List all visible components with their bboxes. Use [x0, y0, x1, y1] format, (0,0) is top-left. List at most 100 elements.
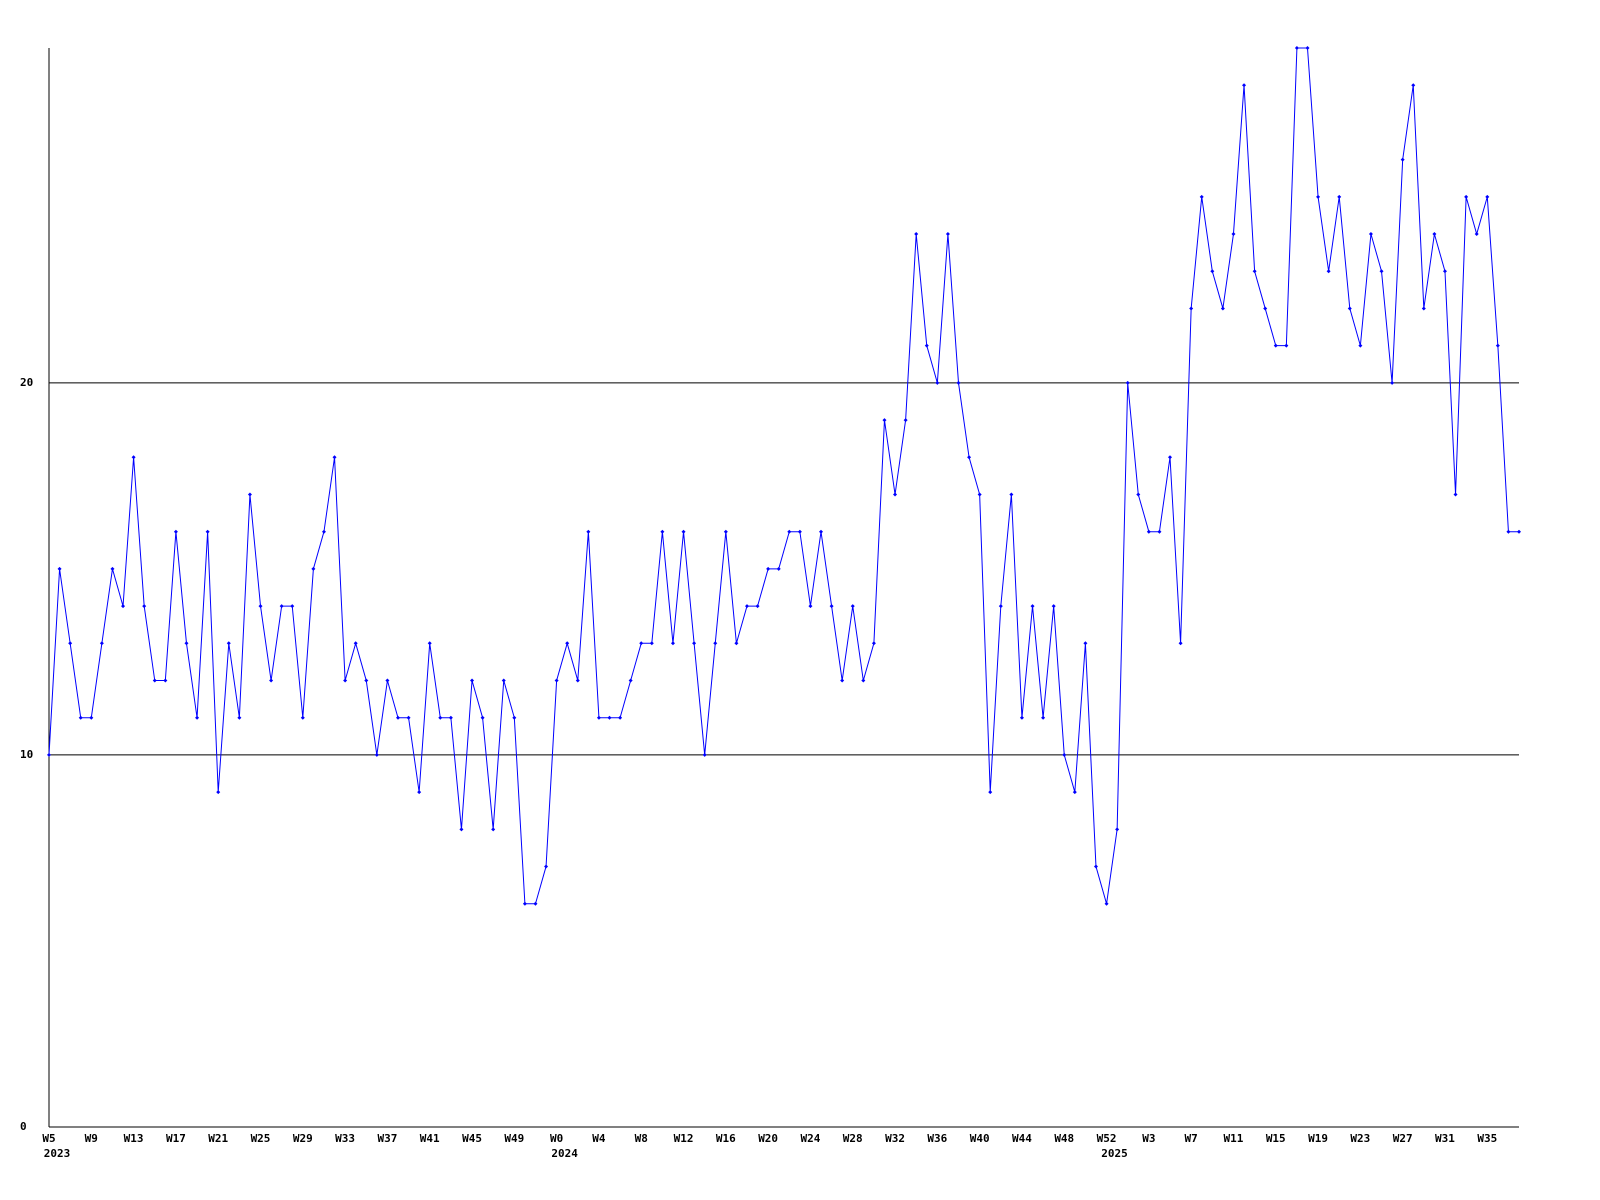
data-point — [1517, 529, 1521, 534]
data-point — [702, 752, 707, 757]
data-point — [300, 715, 305, 720]
x-tick-label: W0 — [550, 1132, 563, 1145]
data-point — [1072, 790, 1077, 795]
data-point — [554, 678, 559, 683]
data-point — [121, 604, 126, 609]
data-point — [628, 678, 633, 683]
x-tick-label: W12 — [674, 1132, 694, 1145]
data-point — [1411, 83, 1416, 88]
data-point — [99, 641, 104, 646]
data-point — [734, 641, 739, 646]
data-point — [607, 715, 612, 720]
data-point — [1273, 343, 1278, 348]
data-point — [924, 343, 929, 348]
data-point — [1083, 641, 1088, 646]
x-tick-label: W45 — [462, 1132, 482, 1145]
x-tick-label: W21 — [208, 1132, 228, 1145]
data-point — [840, 678, 845, 683]
x-tick-label: W13 — [124, 1132, 144, 1145]
data-point — [945, 232, 950, 237]
data-point — [1464, 194, 1469, 199]
data-point — [861, 678, 866, 683]
data-point — [639, 641, 644, 646]
data-point — [1368, 232, 1373, 237]
data-point — [1178, 641, 1183, 646]
data-point — [935, 380, 940, 385]
data-point — [47, 752, 51, 757]
data-point — [1263, 306, 1268, 311]
x-tick-label: W52 — [1097, 1132, 1117, 1145]
y-tick-label: 0 — [20, 1120, 27, 1133]
data-point — [110, 566, 115, 571]
data-point — [660, 529, 665, 534]
data-point — [1400, 157, 1405, 162]
x-tick-label: W37 — [377, 1132, 397, 1145]
data-point — [480, 715, 485, 720]
data-point — [522, 901, 527, 906]
data-point — [967, 455, 972, 460]
data-point — [1157, 529, 1162, 534]
data-point — [1421, 306, 1426, 311]
data-point — [501, 678, 506, 683]
data-point — [1284, 343, 1289, 348]
data-point — [766, 566, 771, 571]
x-tick-label: W8 — [635, 1132, 648, 1145]
x-tick-label: W31 — [1435, 1132, 1455, 1145]
data-point — [1390, 380, 1395, 385]
y-tick-label: 10 — [20, 748, 33, 761]
data-point — [1474, 232, 1479, 237]
x-tick-label: W36 — [927, 1132, 947, 1145]
data-point — [618, 715, 623, 720]
data-point — [131, 455, 136, 460]
data-point — [237, 715, 242, 720]
data-point — [1210, 269, 1215, 274]
data-point — [1506, 529, 1511, 534]
data-point — [808, 604, 813, 609]
x-tick-label: W32 — [885, 1132, 905, 1145]
data-point — [406, 715, 411, 720]
data-point — [470, 678, 475, 683]
data-point — [78, 715, 83, 720]
data-point — [459, 827, 464, 832]
year-label: 2023 — [44, 1147, 71, 1160]
data-point — [544, 864, 549, 869]
data-point — [1316, 194, 1321, 199]
y-tick-label: 20 — [20, 376, 33, 389]
data-point — [956, 380, 961, 385]
data-point — [871, 641, 876, 646]
x-tick-label: W35 — [1477, 1132, 1497, 1145]
x-tick-label: W17 — [166, 1132, 186, 1145]
x-tick-label: W7 — [1185, 1132, 1198, 1145]
data-point — [258, 604, 263, 609]
data-point — [776, 566, 781, 571]
data-point — [152, 678, 157, 683]
data-point — [1358, 343, 1363, 348]
data-point — [692, 641, 697, 646]
data-point — [427, 641, 432, 646]
data-point — [1125, 380, 1130, 385]
data-point — [512, 715, 517, 720]
data-point — [205, 529, 210, 534]
data-point — [586, 529, 591, 534]
data-point — [68, 641, 73, 646]
data-point — [1453, 492, 1458, 497]
data-point — [1305, 46, 1310, 50]
x-tick-label: W3 — [1142, 1132, 1155, 1145]
data-point — [649, 641, 654, 646]
data-point — [332, 455, 337, 460]
x-tick-label: W19 — [1308, 1132, 1328, 1145]
x-tick-label: W11 — [1224, 1132, 1244, 1145]
year-label: 2024 — [551, 1147, 578, 1160]
data-point — [565, 641, 570, 646]
data-point — [1347, 306, 1352, 311]
x-tick-label: W33 — [335, 1132, 355, 1145]
data-point — [988, 790, 993, 795]
data-point — [1019, 715, 1024, 720]
data-point — [797, 529, 802, 534]
data-point — [914, 232, 919, 237]
data-point — [89, 715, 94, 720]
data-point — [364, 678, 369, 683]
data-point — [226, 641, 231, 646]
x-tick-label: W49 — [504, 1132, 524, 1145]
